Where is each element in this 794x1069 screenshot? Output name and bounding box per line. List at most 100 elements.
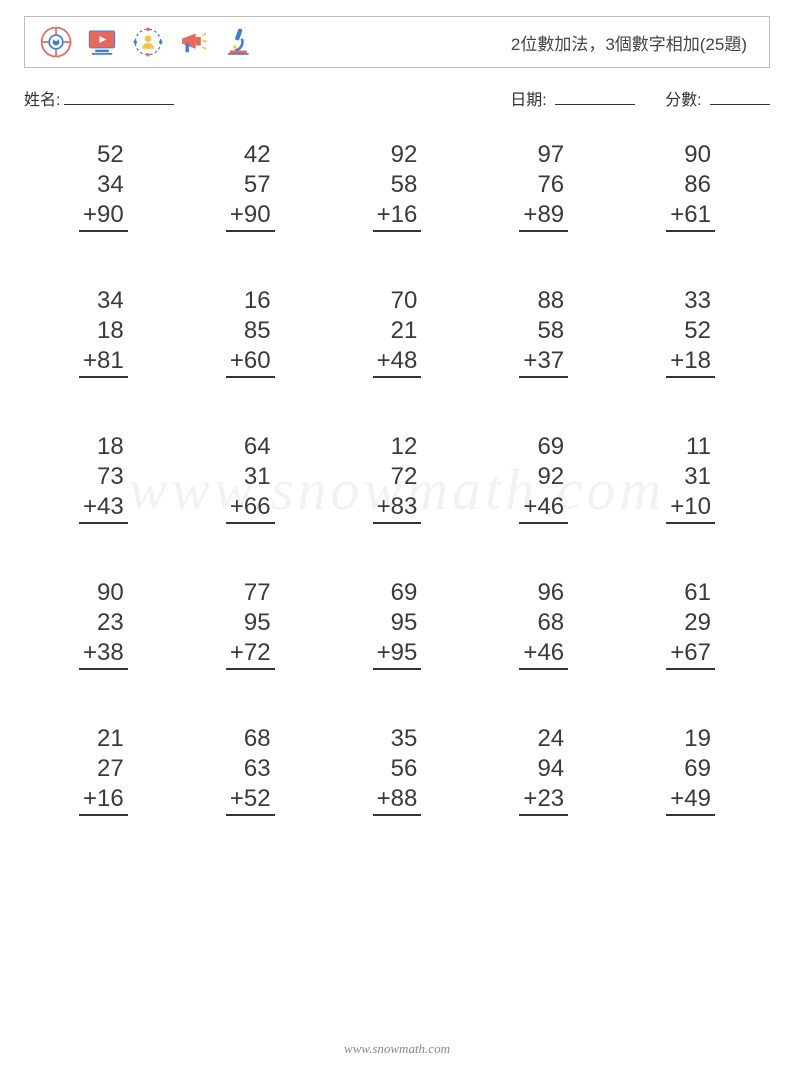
addend-3: +46 — [519, 492, 568, 524]
problem: 9258+16 — [324, 140, 471, 232]
problem: 4257+90 — [177, 140, 324, 232]
addend-1: 34 — [79, 286, 128, 316]
addend-3: +48 — [373, 346, 422, 378]
addend-1: 90 — [79, 578, 128, 608]
addend-1: 69 — [519, 432, 568, 462]
user-target-icon — [131, 25, 165, 59]
addend-3: +52 — [226, 784, 275, 816]
problem-inner: 9086+61 — [666, 140, 715, 232]
problem-inner: 6992+46 — [519, 432, 568, 524]
problem-inner: 6431+66 — [226, 432, 275, 524]
addend-1: 90 — [666, 140, 715, 170]
addend-1: 42 — [226, 140, 275, 170]
score-label: 分數: — [665, 92, 701, 109]
problem: 6431+66 — [177, 432, 324, 524]
problem: 9086+61 — [617, 140, 764, 232]
addend-2: 31 — [666, 462, 715, 492]
problem-inner: 9258+16 — [373, 140, 422, 232]
addend-3: +72 — [226, 638, 275, 670]
addend-2: 73 — [79, 462, 128, 492]
addend-2: 76 — [519, 170, 568, 200]
addend-2: 31 — [226, 462, 275, 492]
addend-2: 57 — [226, 170, 275, 200]
problem: 7795+72 — [177, 578, 324, 670]
addend-1: 88 — [519, 286, 568, 316]
problem-inner: 1272+83 — [373, 432, 422, 524]
addend-3: +88 — [373, 784, 422, 816]
problem: 1131+10 — [617, 432, 764, 524]
problem: 1969+49 — [617, 724, 764, 816]
addend-2: 56 — [373, 754, 422, 784]
addend-3: +23 — [519, 784, 568, 816]
worksheet-title: 2位數加法，3個數字相加(25題) — [511, 30, 755, 55]
problem-inner: 2127+16 — [79, 724, 128, 816]
problem-inner: 6995+95 — [373, 578, 422, 670]
addend-3: +90 — [226, 200, 275, 232]
addend-1: 77 — [226, 578, 275, 608]
addend-2: 23 — [79, 608, 128, 638]
addend-2: 63 — [226, 754, 275, 784]
addend-2: 34 — [79, 170, 128, 200]
problem: 1685+60 — [177, 286, 324, 378]
addend-2: 52 — [666, 316, 715, 346]
addend-1: 68 — [226, 724, 275, 754]
addend-2: 86 — [666, 170, 715, 200]
microscope-icon — [223, 25, 257, 59]
addend-1: 21 — [79, 724, 128, 754]
score-blank — [710, 91, 770, 105]
name-label: 姓名: — [24, 86, 60, 110]
addend-3: +43 — [79, 492, 128, 524]
problem-inner: 9776+89 — [519, 140, 568, 232]
addend-3: +89 — [519, 200, 568, 232]
addend-1: 19 — [666, 724, 715, 754]
footer-link: www.snowmath.com — [0, 1041, 794, 1057]
addend-3: +66 — [226, 492, 275, 524]
problem: 3556+88 — [324, 724, 471, 816]
addend-2: 29 — [666, 608, 715, 638]
addend-2: 18 — [79, 316, 128, 346]
problem-inner: 4257+90 — [226, 140, 275, 232]
problem: 2494+23 — [470, 724, 617, 816]
problem: 9776+89 — [470, 140, 617, 232]
addend-3: +37 — [519, 346, 568, 378]
addend-3: +67 — [666, 638, 715, 670]
addend-1: 61 — [666, 578, 715, 608]
problem-inner: 1969+49 — [666, 724, 715, 816]
problem: 6995+95 — [324, 578, 471, 670]
addend-1: 92 — [373, 140, 422, 170]
problem-inner: 8858+37 — [519, 286, 568, 378]
addend-1: 96 — [519, 578, 568, 608]
problem: 6863+52 — [177, 724, 324, 816]
problem: 1873+43 — [30, 432, 177, 524]
info-row: 姓名: 日期: 分數: — [24, 86, 770, 110]
problem: 7021+48 — [324, 286, 471, 378]
addend-3: +90 — [79, 200, 128, 232]
problem: 2127+16 — [30, 724, 177, 816]
addend-1: 52 — [79, 140, 128, 170]
addend-3: +46 — [519, 638, 568, 670]
addend-3: +16 — [79, 784, 128, 816]
problem: 9023+38 — [30, 578, 177, 670]
addend-3: +16 — [373, 200, 422, 232]
addend-1: 12 — [373, 432, 422, 462]
addend-1: 33 — [666, 286, 715, 316]
addend-1: 24 — [519, 724, 568, 754]
problem-inner: 6863+52 — [226, 724, 275, 816]
problem-grid: 5234+904257+909258+169776+899086+613418+… — [30, 140, 764, 816]
problem: 5234+90 — [30, 140, 177, 232]
addend-1: 64 — [226, 432, 275, 462]
problem-inner: 1131+10 — [666, 432, 715, 524]
addend-3: +49 — [666, 784, 715, 816]
addend-1: 16 — [226, 286, 275, 316]
megaphone-icon — [177, 25, 211, 59]
addend-2: 95 — [373, 608, 422, 638]
problem-inner: 9023+38 — [79, 578, 128, 670]
addend-3: +60 — [226, 346, 275, 378]
addend-2: 72 — [373, 462, 422, 492]
addend-3: +95 — [373, 638, 422, 670]
addend-1: 69 — [373, 578, 422, 608]
addend-2: 85 — [226, 316, 275, 346]
problem: 1272+83 — [324, 432, 471, 524]
addend-1: 11 — [666, 432, 715, 462]
problem: 3418+81 — [30, 286, 177, 378]
